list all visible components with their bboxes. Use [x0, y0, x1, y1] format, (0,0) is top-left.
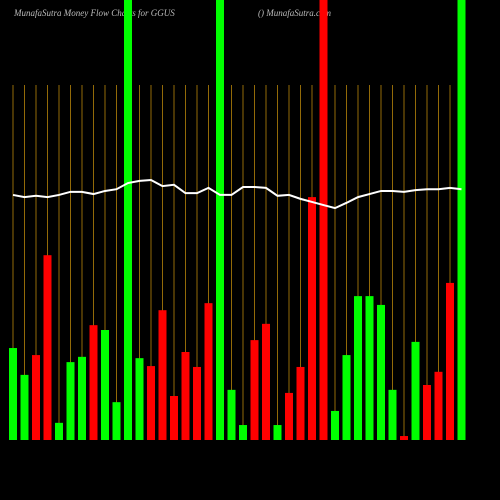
- bar: [377, 304, 385, 440]
- bar: [354, 296, 362, 440]
- bar: [411, 341, 420, 440]
- bar: [296, 366, 305, 440]
- bar: [285, 392, 293, 440]
- bar: [204, 303, 213, 440]
- bar: [193, 366, 201, 440]
- bar: [78, 356, 86, 440]
- bar: [331, 410, 339, 440]
- bar: [158, 310, 167, 440]
- bar: [446, 282, 454, 440]
- bar: [112, 402, 121, 440]
- bar: [365, 296, 374, 440]
- bar: [216, 0, 224, 440]
- bar: [55, 422, 63, 440]
- bar: [434, 371, 443, 440]
- bar: [342, 355, 351, 440]
- bar: [423, 385, 431, 440]
- bar: [124, 0, 132, 440]
- bar: [181, 352, 190, 440]
- bar: [262, 323, 270, 440]
- bar: [101, 330, 109, 440]
- bar: [135, 358, 144, 440]
- money-flow-line: [12, 178, 462, 210]
- chart-title: MunafaSutra Money Flow Charts for GGUS: [13, 8, 175, 18]
- bar: [147, 366, 155, 440]
- bar: [66, 362, 75, 440]
- bar: [170, 396, 178, 440]
- bar: [457, 0, 466, 440]
- bar: [250, 340, 259, 440]
- bar: [32, 355, 40, 440]
- bar: [400, 436, 408, 440]
- bar: [388, 389, 397, 440]
- bar: [227, 389, 236, 440]
- bar: [308, 197, 316, 440]
- chart-subtitle: () MunafaSutra.com: [258, 8, 331, 18]
- bar: [89, 325, 98, 440]
- bar: [319, 0, 328, 440]
- bar: [43, 255, 52, 440]
- bar: [273, 425, 282, 440]
- bar: [9, 348, 17, 440]
- bar: [239, 425, 247, 440]
- bar: [20, 374, 29, 440]
